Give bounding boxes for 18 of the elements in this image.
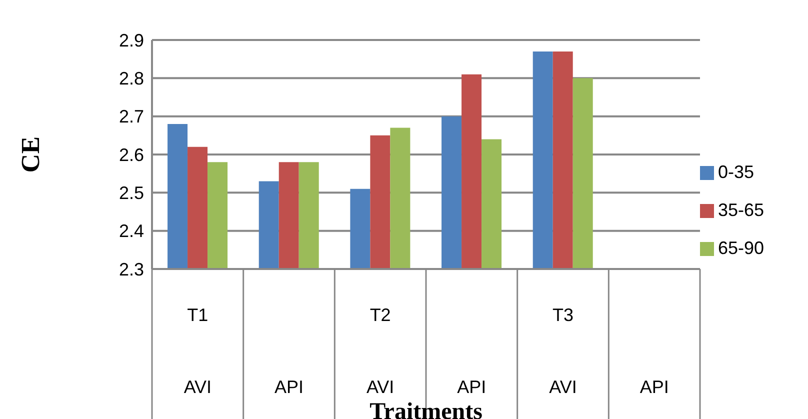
y-tick-label: 2.8 [118,68,144,89]
category-label: T3 AVI [549,305,577,397]
legend-label: 65-90 [718,238,764,258]
legend-label: 0-35 [718,162,754,182]
x-axis-title: Traitments [370,399,482,419]
legend-label: 35-65 [718,200,764,220]
x-tick-label: API [457,377,486,397]
category-label: T2 AVI [366,305,394,397]
x-tick-label: API [640,377,669,397]
y-axis-title: CE [16,136,46,173]
category-label: T1 AVI [184,305,212,397]
y-tick-label: 2.9 [118,30,144,50]
y-tick-label: 2.7 [118,106,144,127]
y-tick-label: 2.3 [118,259,144,280]
y-tick-label: 2.6 [118,144,144,165]
x-tick-label: API [274,377,304,397]
y-tick-label: 2.4 [118,221,144,242]
y-tick-label: 2.5 [118,183,144,204]
